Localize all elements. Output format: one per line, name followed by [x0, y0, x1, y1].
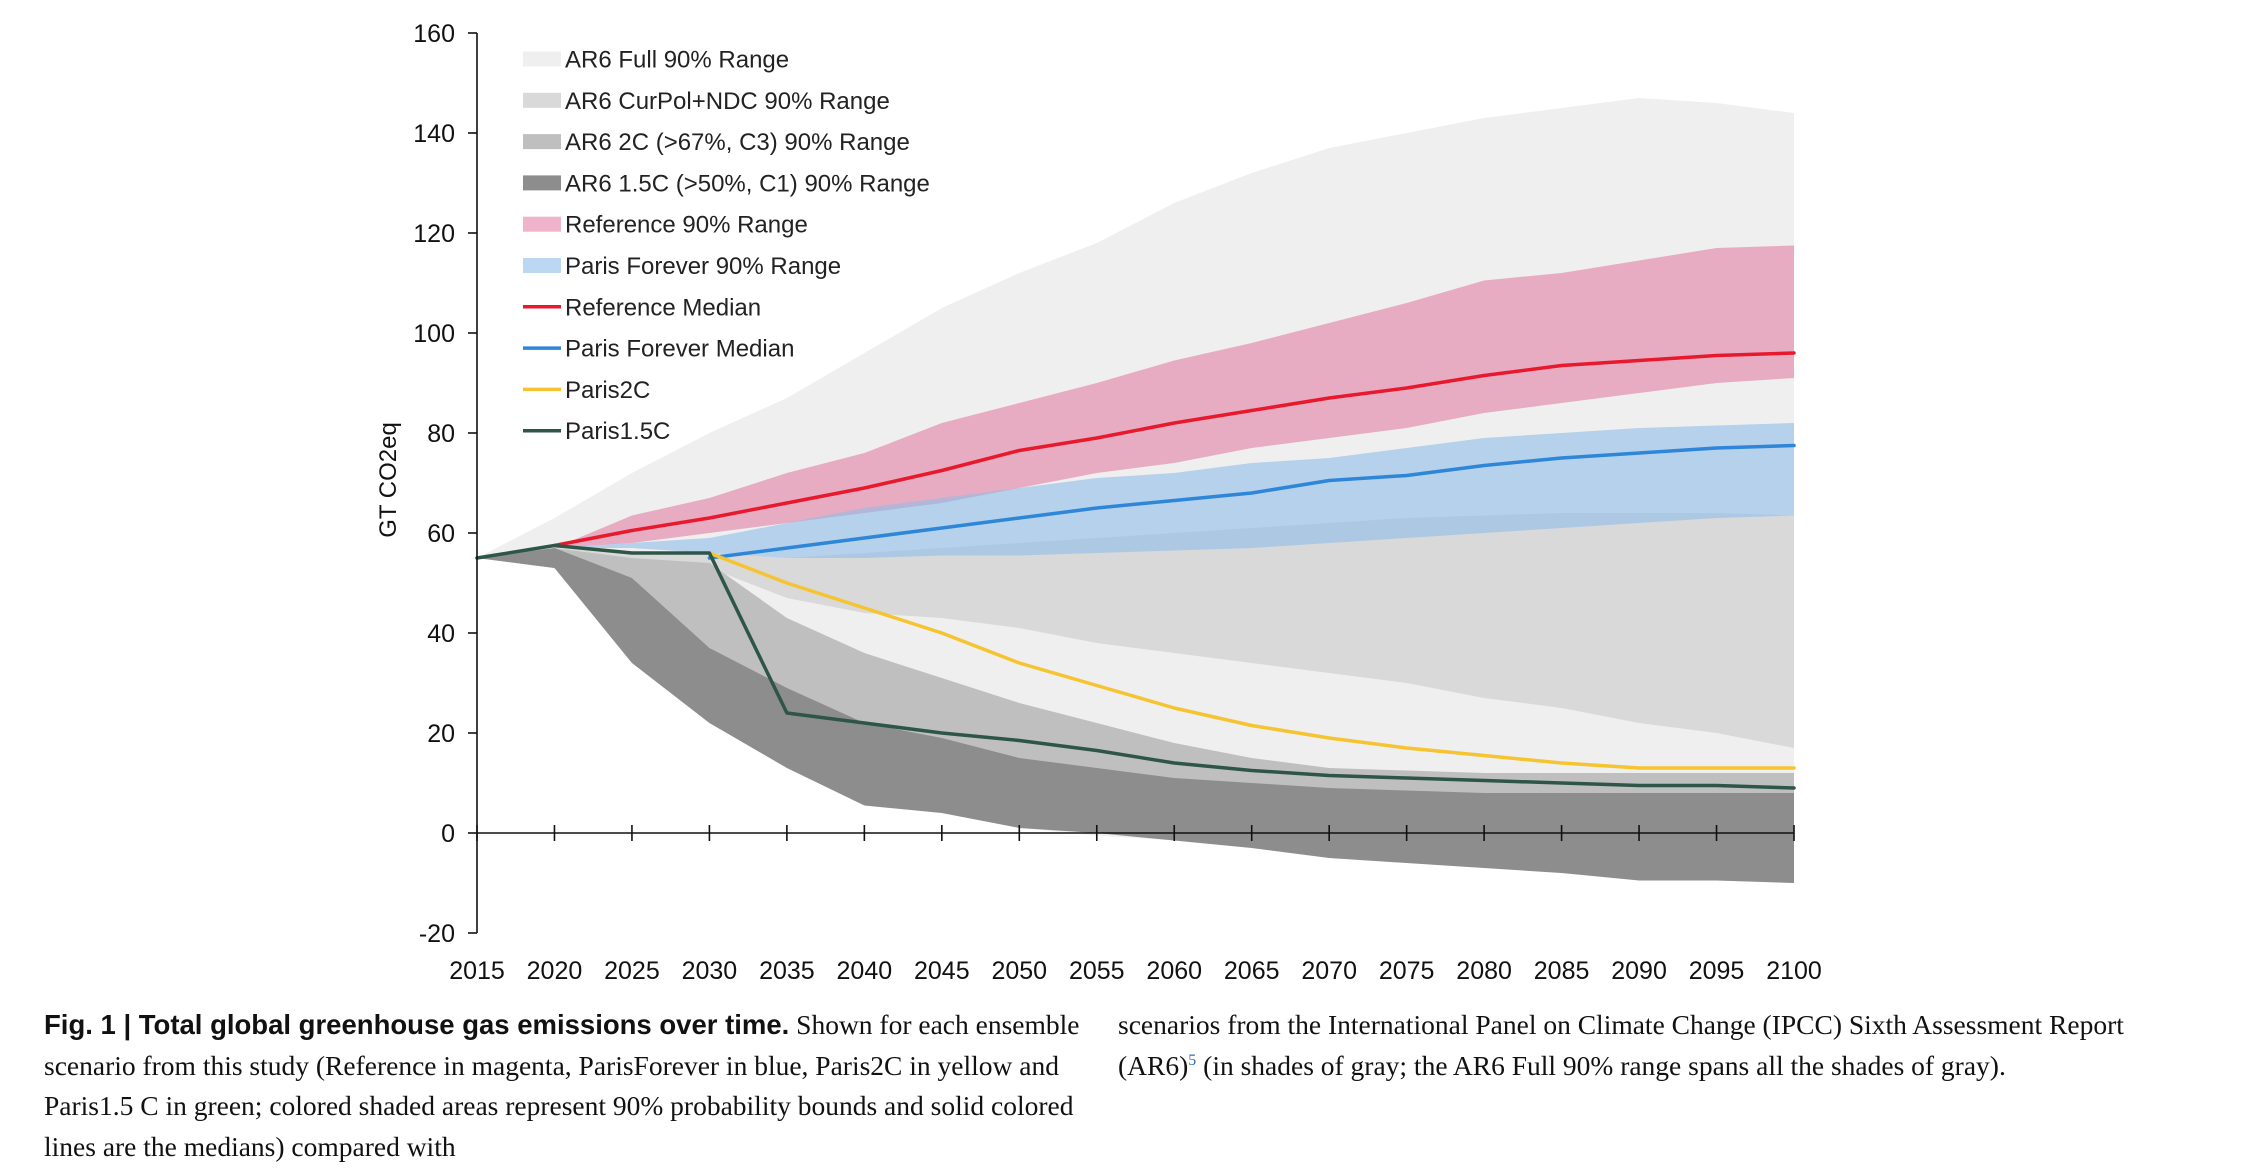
y-tick-label: 20 — [427, 720, 455, 748]
legend-label: AR6 2C (>67%, C3) 90% Range — [565, 129, 910, 156]
x-tick-label: 2080 — [1456, 957, 1512, 985]
x-tick-label: 2020 — [527, 957, 583, 985]
reference-number: 5 — [1188, 1051, 1197, 1069]
x-tick-label: 2040 — [837, 957, 893, 985]
line-paris2c — [707, 551, 1796, 770]
x-tick-label: 2015 — [449, 957, 505, 985]
x-tick-label: 2045 — [914, 957, 970, 985]
caption-text-right-a: scenarios from the International Panel o… — [1118, 1009, 2124, 1081]
x-tick-label: 2100 — [1766, 957, 1822, 985]
figure-caption-left: Fig. 1 | Total global greenhouse gas emi… — [44, 1005, 1084, 1167]
line-reference-median — [552, 351, 1796, 548]
y-tick-label: 120 — [413, 220, 455, 248]
legend-item-paris1-5c: Paris1.5C — [523, 418, 670, 445]
band-ar6-1-5c-50-c1-90-range — [477, 548, 1794, 883]
line-paris-forever-median — [707, 443, 1796, 560]
y-tick-label: 40 — [427, 620, 455, 648]
band-reference-90-range — [477, 245, 1794, 558]
y-tick-label: 100 — [413, 320, 455, 348]
x-tick-label: 2095 — [1689, 957, 1745, 985]
figure-label: Fig. 1 | Total global greenhouse gas emi… — [44, 1009, 790, 1040]
x-tick-label: 2050 — [991, 957, 1047, 985]
x-tick-label: 2065 — [1224, 957, 1280, 985]
x-tick-label: 2055 — [1069, 957, 1125, 985]
legend-item-paris-forever-median: Paris Forever Median — [523, 336, 794, 363]
legend-item-ar6-2c-67-c3-90-range: AR6 2C (>67%, C3) 90% Range — [523, 129, 910, 156]
x-tick-label: 2070 — [1301, 957, 1357, 985]
x-tick-label: 2060 — [1146, 957, 1202, 985]
x-tick-label: 2085 — [1534, 957, 1590, 985]
y-tick-label: 160 — [413, 20, 455, 48]
caption-text-left: Shown for each ensemble scenario from th… — [44, 1009, 1080, 1162]
y-axis-title: GT CO2eq — [375, 422, 402, 538]
legend-label: Paris2C — [565, 377, 650, 404]
x-tick-label: 2075 — [1379, 957, 1435, 985]
legend-swatch — [523, 175, 561, 191]
legend-item-paris-forever-90-range: Paris Forever 90% Range — [523, 253, 841, 280]
x-tick-label: 2090 — [1611, 957, 1667, 985]
legend-label: AR6 Full 90% Range — [565, 47, 789, 74]
legend: AR6 Full 90% Range AR6 CurPol+NDC 90% Ran… — [523, 47, 930, 445]
legend-label: AR6 CurPol+NDC 90% Range — [565, 88, 890, 115]
legend-swatch — [523, 216, 561, 232]
legend-swatch — [523, 134, 561, 150]
legend-swatch — [523, 51, 561, 67]
y-tick-label: 0 — [441, 820, 455, 848]
legend-item-ar6-curpol-ndc-90-range: AR6 CurPol+NDC 90% Range — [523, 88, 890, 115]
band-ar6-curpol-ndc-90-range — [477, 513, 1794, 748]
bands-layer — [477, 98, 1794, 883]
legend-swatch — [523, 92, 561, 108]
band-ar6-2c-67-c3-90-range — [477, 548, 1794, 868]
legend-swatch — [523, 258, 561, 273]
legend-item-reference-median: Reference Median — [523, 294, 761, 321]
figure-caption-right: scenarios from the International Panel o… — [1118, 1005, 2198, 1086]
band-paris-forever-90-range — [477, 423, 1794, 558]
y-tick-label: 60 — [427, 520, 455, 548]
x-tick-label: 2030 — [682, 957, 738, 985]
legend-label: Paris1.5C — [565, 418, 670, 445]
x-tick-label: 2025 — [604, 957, 660, 985]
lines-layer — [475, 351, 1796, 790]
legend-item-reference-90-range: Reference 90% Range — [523, 212, 808, 239]
legend-label: Paris Forever Median — [565, 336, 794, 363]
y-tick-label: 140 — [413, 120, 455, 148]
y-tick-label: 80 — [427, 420, 455, 448]
legend-item-ar6-1-5c-50-c1-90-range: AR6 1.5C (>50%, C1) 90% Range — [523, 170, 930, 197]
caption-text-right-b: (in shades of gray; the AR6 Full 90% ran… — [1196, 1049, 2006, 1081]
legend-label: Reference 90% Range — [565, 212, 808, 239]
legend-label: AR6 1.5C (>50%, C1) 90% Range — [565, 170, 930, 197]
x-tick-label: 2035 — [759, 957, 815, 985]
line-paris1-5c — [475, 543, 1796, 790]
legend-label: Paris Forever 90% Range — [565, 253, 841, 280]
legend-label: Reference Median — [565, 294, 761, 321]
legend-item-ar6-full-90-range: AR6 Full 90% Range — [523, 47, 789, 74]
legend-item-paris2c: Paris2C — [523, 377, 650, 404]
y-tick-label: -20 — [419, 920, 455, 948]
